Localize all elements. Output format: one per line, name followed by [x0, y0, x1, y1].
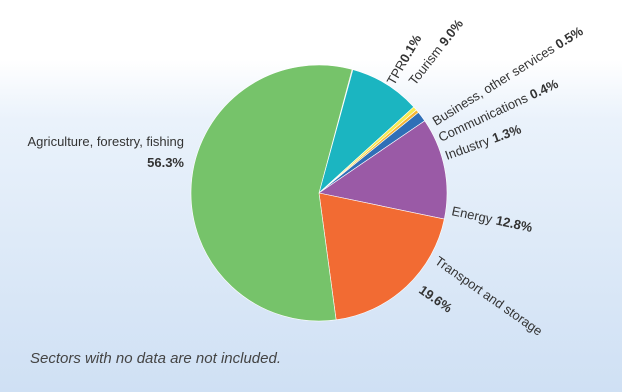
slice-label-agriculture-name: Agriculture, forestry, fishing	[27, 134, 184, 149]
slice-label-transport-name: Transport and storage	[432, 253, 545, 338]
slice-label-energy: Energy12.8%	[450, 203, 534, 235]
pie-slice-transport-and-storage	[318, 192, 445, 321]
slice-label-transport-value: 19.6%	[416, 282, 455, 316]
slice-label-agriculture-value: 56.3%	[147, 155, 184, 170]
footnote: Sectors with no data are not included.	[30, 350, 281, 367]
pie-slice-energy	[318, 120, 448, 220]
pie-slice-agriculture-forestry-fishing	[190, 64, 353, 322]
